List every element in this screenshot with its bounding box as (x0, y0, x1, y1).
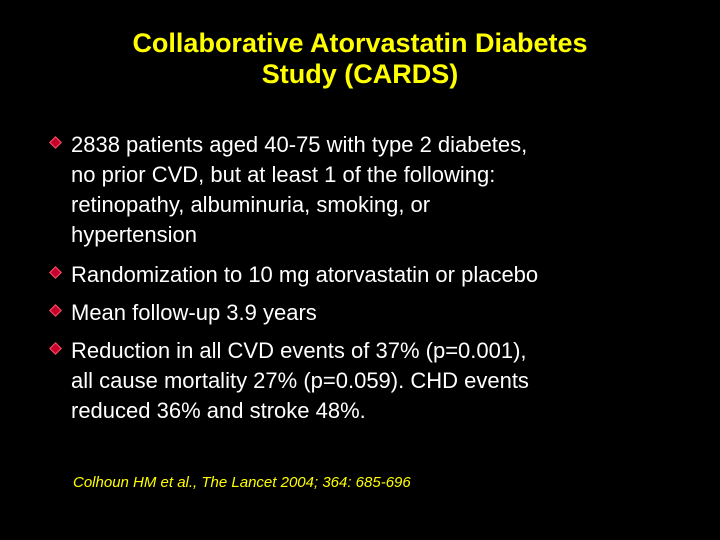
bullet-text-line: no prior CVD, but at least 1 of the foll… (71, 162, 496, 187)
citation: Colhoun HM et al., The Lancet 2004; 364:… (73, 474, 411, 491)
bullet-list: 2838 patients aged 40-75 with type 2 dia… (49, 130, 700, 426)
bullet-item-patients: 2838 patients aged 40-75 with type 2 dia… (49, 130, 700, 250)
slide-title-line-1: Collaborative Atorvastatin Diabetes (132, 28, 588, 58)
bullet-text-line: all cause mortality 27% (p=0.059). CHD e… (71, 368, 529, 393)
bullet-text-line: hypertension (71, 222, 197, 247)
diamond-bullet-icon (49, 342, 62, 355)
bullet-item-reduction: Reduction in all CVD events of 37% (p=0.… (49, 336, 700, 426)
slide-title-line-2: Study (CARDS) (261, 59, 459, 89)
diamond-bullet-icon (49, 304, 62, 317)
bullet-text-line: reduced 36% and stroke 48%. (71, 398, 366, 423)
diamond-bullet-icon (49, 136, 62, 149)
bullet-text-line: Randomization to 10 mg atorvastatin or p… (71, 262, 539, 287)
bullet-text-line: Mean follow-up 3.9 years (71, 300, 317, 325)
bullet-item-follow-up: Mean follow-up 3.9 years (49, 298, 700, 328)
slide-title: Collaborative Atorvastatin Diabetes Stud… (40, 28, 680, 90)
bullet-text-line: 2838 patients aged 40-75 with type 2 dia… (71, 132, 528, 157)
diamond-bullet-icon (49, 266, 62, 279)
bullet-text-line: Reduction in all CVD events of 37% (p=0.… (71, 338, 527, 363)
bullet-item-randomization: Randomization to 10 mg atorvastatin or p… (49, 260, 700, 290)
bullet-text-line: retinopathy, albuminuria, smoking, or (71, 192, 431, 217)
